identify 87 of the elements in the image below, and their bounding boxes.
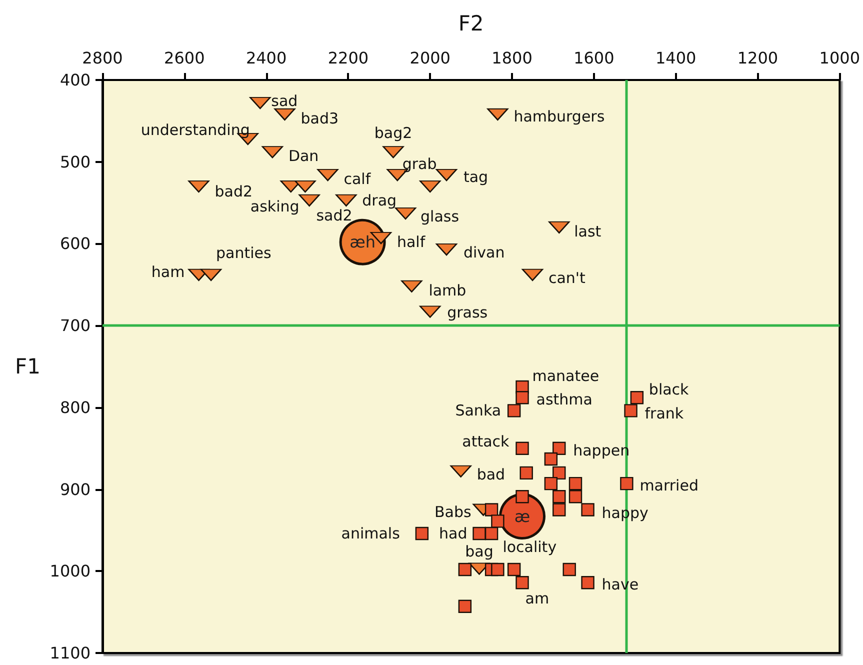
x-tick-label: 1200 <box>737 48 778 68</box>
point <box>624 404 638 418</box>
annotation: frank <box>644 404 684 423</box>
x-tick-label: 2800 <box>82 48 123 68</box>
annotation: bag <box>465 542 494 561</box>
y-axis-title: F1 <box>15 354 40 378</box>
point <box>458 562 472 576</box>
point <box>568 490 582 504</box>
point <box>516 576 529 590</box>
annotation: half <box>396 232 426 251</box>
y-tick-label: 800 <box>60 398 90 417</box>
y-tick-label: 1100 <box>50 644 90 662</box>
point <box>484 526 498 540</box>
point <box>581 503 594 516</box>
annotation: divan <box>464 243 505 262</box>
annotation: Babs <box>434 502 472 521</box>
point <box>507 562 521 576</box>
point <box>516 442 529 455</box>
annotation: can't <box>548 268 586 287</box>
y-tick-label: 900 <box>60 480 90 499</box>
annotation: calf <box>344 170 372 188</box>
point <box>581 576 594 590</box>
y-tick-label: 1000 <box>50 562 90 581</box>
annotation: had <box>439 524 468 542</box>
annotation: last <box>574 222 602 240</box>
x-tick-label: 2600 <box>164 48 205 68</box>
x-tick-label: 1800 <box>492 48 532 68</box>
annotation: bag2 <box>374 124 412 142</box>
annotation: bad <box>476 465 506 484</box>
x-tick-label: 1400 <box>655 48 696 68</box>
point <box>415 526 429 540</box>
annotation: sad2 <box>316 206 352 224</box>
point <box>472 526 486 540</box>
annotation: asking <box>250 197 300 216</box>
point <box>491 514 504 528</box>
annotation: grass <box>447 304 488 322</box>
point <box>562 562 576 576</box>
point <box>544 476 558 490</box>
point <box>484 503 498 516</box>
annotation: lamb <box>428 281 466 300</box>
series-label: æ <box>514 506 530 526</box>
point <box>552 490 566 504</box>
annotation: hamburgers <box>514 107 605 126</box>
annotation: panties <box>216 244 272 262</box>
y-tick-label: 500 <box>60 152 90 172</box>
x-tick-label: 2000 <box>410 48 450 68</box>
annotation: black <box>648 380 690 399</box>
annotation: animals <box>341 524 400 542</box>
y-tick-label: 400 <box>60 70 90 90</box>
y-tick-label: 700 <box>60 316 90 336</box>
annotation: understanding <box>140 120 250 139</box>
x-tick-label: 1600 <box>574 48 614 68</box>
annotation: drag <box>362 191 397 210</box>
annotation: grab <box>402 154 437 173</box>
point <box>552 442 566 455</box>
point <box>516 490 529 504</box>
annotation: sad <box>271 92 298 110</box>
point <box>491 562 504 576</box>
annotation: Dan <box>288 147 319 166</box>
x-axis-title: F2 <box>458 12 484 36</box>
x-tick-label: 2400 <box>246 48 287 68</box>
point <box>507 404 521 418</box>
annotation: am <box>525 590 550 608</box>
point <box>552 466 566 480</box>
annotation: asthma <box>536 390 592 409</box>
annotation: locality <box>502 538 557 556</box>
y-tick-label: 600 <box>60 234 90 254</box>
annotation: Sanka <box>455 402 502 420</box>
annotation: bad2 <box>214 182 253 200</box>
series-label: æh <box>350 232 376 252</box>
point <box>620 476 634 490</box>
x-tick-label: 1000 <box>819 48 860 68</box>
point <box>520 466 533 480</box>
annotation: tag <box>464 168 488 186</box>
annotation: manatee <box>532 366 600 385</box>
point <box>544 452 558 466</box>
point <box>552 503 566 516</box>
point <box>516 391 529 404</box>
point <box>458 600 472 613</box>
annotation: married <box>640 476 698 495</box>
annotation: attack <box>462 432 510 450</box>
annotation: bad3 <box>300 109 339 128</box>
annotation: ham <box>151 262 185 281</box>
x-tick-label: 2200 <box>328 48 369 68</box>
point <box>630 391 644 404</box>
annotation: glass <box>420 207 460 226</box>
point <box>568 476 582 490</box>
